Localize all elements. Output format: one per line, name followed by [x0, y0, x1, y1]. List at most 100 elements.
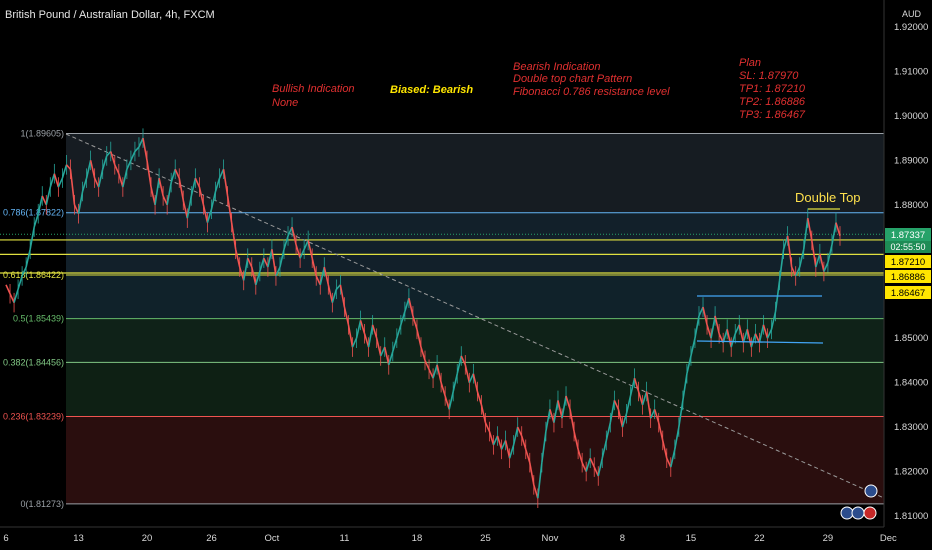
price-segment	[118, 173, 124, 188]
plan-tp3: TP3: 1.86467	[739, 109, 806, 121]
price-segment	[488, 431, 495, 446]
price-segment	[722, 329, 728, 343]
price-segment	[520, 435, 527, 450]
last-price-value: 1.87337	[891, 230, 925, 241]
price-segment	[371, 324, 378, 339]
price-segment	[694, 315, 700, 339]
price-segment	[126, 160, 132, 170]
price-segment	[37, 195, 44, 214]
price-segment	[569, 409, 575, 432]
price-segment	[234, 249, 241, 268]
price-tick-label: 1.90000	[894, 111, 928, 122]
price-segment	[267, 249, 273, 268]
price-segment	[670, 449, 676, 468]
price-segment	[790, 266, 797, 277]
price-segment	[476, 391, 483, 406]
price-segment	[625, 395, 632, 414]
price-segment	[782, 235, 789, 250]
price-tick-label: 1.83000	[894, 422, 928, 433]
price-segment	[738, 324, 745, 343]
range-bottom-line[interactable]	[696, 340, 824, 344]
time-tick-label: 13	[73, 533, 84, 544]
price-segment	[561, 395, 567, 419]
price-segment	[194, 177, 201, 188]
price-segment	[174, 168, 180, 179]
price-segment	[178, 178, 185, 201]
price-segment	[166, 182, 172, 205]
price-segment	[460, 355, 467, 366]
price-segment	[93, 177, 100, 188]
price-segment	[347, 324, 354, 348]
time-tick-label: Dec	[880, 533, 897, 544]
price-segment	[291, 226, 297, 246]
price-segment	[367, 324, 374, 348]
price-segment	[762, 324, 769, 339]
price-segment	[343, 306, 350, 326]
price-segment	[734, 324, 741, 335]
price-segment	[331, 289, 338, 303]
price-segment	[138, 137, 144, 148]
price-segment	[154, 178, 160, 205]
price-segment	[81, 177, 88, 192]
price-segment	[25, 249, 31, 268]
price-segment	[319, 266, 326, 286]
price-segment	[279, 249, 285, 268]
flag-aud-icon[interactable]	[840, 506, 854, 520]
price-segment	[589, 457, 595, 468]
price-segment	[109, 151, 116, 166]
price-segment	[819, 253, 825, 272]
price-segment	[533, 484, 539, 499]
price-segment	[609, 400, 616, 423]
price-segment	[617, 409, 624, 428]
price-segment	[798, 249, 805, 268]
price-segment	[387, 351, 394, 366]
fib-label-1: 0.786(1.87822)	[3, 208, 64, 218]
price-segment	[633, 377, 640, 392]
descending-trendline[interactable]	[65, 133, 885, 499]
tp2-value: 1.86886	[891, 272, 925, 283]
price-segment	[480, 404, 487, 423]
price-segment	[21, 266, 27, 277]
time-tick-label: 26	[206, 533, 217, 544]
price-segment	[97, 169, 104, 188]
price-segment	[226, 195, 233, 223]
time-tick-label: 6	[3, 533, 8, 544]
price-segment	[666, 457, 672, 468]
time-tick-label: 25	[480, 533, 491, 544]
fib-zone-0	[66, 133, 884, 213]
price-segment	[424, 360, 430, 370]
price-segment	[811, 240, 817, 268]
price-segment	[581, 462, 587, 472]
plan-sl: SL: 1.87970	[739, 70, 799, 82]
price-segment	[827, 244, 833, 263]
flag-gbp-icon[interactable]	[864, 484, 878, 498]
price-segment	[287, 226, 293, 237]
time-axis-ticks[interactable]: 6 13 20 26 Oct 11 18 25 Nov 8 15 22 29 Dec	[3, 533, 897, 544]
price-segment	[363, 333, 370, 348]
price-segment	[641, 391, 648, 406]
price-segment	[210, 191, 217, 210]
flag-aud-icon-2[interactable]	[851, 506, 865, 520]
flag-gbp-icon-2[interactable]	[863, 506, 877, 520]
price-segment	[263, 257, 269, 268]
price-segment	[629, 378, 636, 397]
price-segment	[730, 333, 737, 348]
price-segment	[242, 258, 249, 281]
tp3-tag	[885, 286, 931, 299]
event-flags[interactable]	[840, 484, 878, 520]
price-segment	[275, 266, 281, 277]
price-segment	[645, 391, 652, 419]
price-segment	[41, 195, 48, 206]
price-segment	[545, 409, 551, 432]
double-top-label: Double Top	[795, 190, 861, 205]
price-segment	[222, 169, 229, 197]
price-tick-label: 1.82000	[894, 467, 928, 478]
price-segment	[214, 177, 221, 192]
price-segment	[299, 248, 305, 259]
price-segment	[657, 422, 664, 441]
price-segment	[315, 275, 321, 286]
price-segment	[512, 426, 519, 446]
price-segment	[766, 328, 773, 339]
price-segment	[375, 338, 382, 357]
